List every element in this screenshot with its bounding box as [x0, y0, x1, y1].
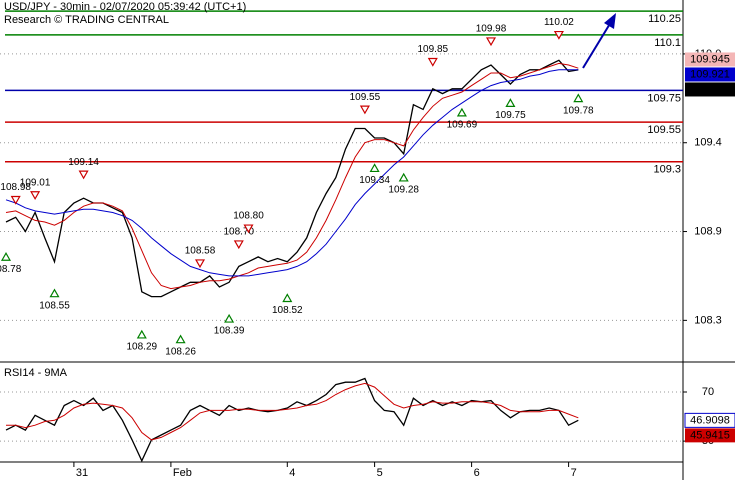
level-label: 110.25 — [648, 13, 681, 25]
pivot-label: 109.14 — [68, 157, 99, 168]
pivot-label: 108.52 — [272, 305, 303, 316]
pivot-label: 109.78 — [563, 105, 594, 116]
y-tick-label: 108.9 — [694, 225, 722, 237]
last-value-label: 109.906 — [690, 83, 730, 95]
y-tick-label: 70 — [702, 386, 714, 398]
pivot-high — [10, 195, 21, 205]
x-tick-label: 5 — [377, 467, 383, 479]
pivot-high — [243, 224, 254, 234]
pivot-label: 108.80 — [233, 211, 264, 222]
series-line — [5, 62, 579, 290]
level-label: 110.1 — [654, 37, 681, 49]
pivot-label: 109.85 — [418, 44, 449, 55]
pivot-label: 108.58 — [185, 246, 216, 257]
level-label: 109.3 — [653, 164, 681, 176]
pivot-label: 108.29 — [127, 342, 158, 353]
pivot-label: 108.55 — [39, 300, 70, 311]
series-line — [6, 382, 579, 441]
last-value-box — [685, 82, 735, 97]
pivot-high — [485, 37, 497, 47]
pivot-low — [136, 329, 147, 339]
forecast-arrow-head — [604, 13, 616, 29]
pivot-high — [233, 240, 244, 250]
pivot-label: 109.28 — [388, 185, 419, 196]
pivot-low — [224, 313, 235, 323]
pivot-label: 109.98 — [476, 24, 507, 35]
pivot-label: 109.01 — [20, 177, 51, 188]
x-tick-label: 6 — [474, 467, 480, 479]
x-tick-label: 4 — [289, 467, 295, 479]
pivot-high — [30, 191, 41, 200]
pivot-label: 109.75 — [495, 110, 526, 121]
chart-title: USD/JPY - 30min - 02/07/2020 05:39:42 (U… — [4, 1, 246, 13]
last-value-label: 109.945 — [690, 53, 730, 65]
last-value-box — [684, 412, 735, 428]
last-value-box — [685, 428, 735, 443]
last-value-label: 46.9098 — [690, 414, 730, 426]
pivot-low — [573, 93, 584, 103]
level-label: 109.55 — [647, 124, 681, 136]
last-value-box — [685, 52, 735, 67]
chart-subtitle: Research © TRADING CENTRAL — [4, 14, 169, 26]
pivot-label: 108.70 — [224, 227, 255, 238]
forecast-arrow — [582, 21, 612, 69]
level-label: 109.75 — [647, 92, 681, 104]
pivot-label: 108.78 — [0, 264, 22, 275]
pivot-label: 108.98 — [0, 182, 31, 193]
pivot-high — [427, 57, 438, 67]
x-tick-label: 31 — [76, 467, 88, 479]
x-tick-label: Feb — [173, 467, 192, 479]
y-tick-label: 109.4 — [694, 137, 722, 149]
pivot-high — [359, 105, 370, 115]
series-line — [5, 69, 579, 277]
pivot-label: 108.39 — [214, 326, 245, 337]
pivot-low — [0, 252, 12, 261]
pivot-low — [369, 163, 380, 173]
pivot-low — [175, 334, 186, 344]
pivot-label: 109.55 — [350, 92, 381, 103]
last-value-label: 109.921 — [690, 68, 730, 80]
pivot-high — [78, 170, 89, 180]
pivot-label: 109.69 — [447, 120, 478, 131]
pivot-low — [398, 172, 409, 182]
pivot-low — [505, 98, 516, 107]
pivot-low — [282, 293, 293, 303]
x-tick-label: 7 — [571, 467, 577, 479]
last-value-box — [685, 67, 735, 82]
pivot-label: 108.26 — [165, 346, 196, 357]
y-tick-label: 108.3 — [694, 314, 722, 326]
last-value-label: 45.9415 — [690, 429, 730, 441]
pivot-label: 109.34 — [359, 175, 390, 186]
pivot-low — [456, 107, 467, 117]
pivot-high — [553, 30, 564, 40]
plot-layer: 110.0109.4108.9108.3110.25110.1109.75109… — [0, 10, 735, 479]
pivot-low — [49, 288, 60, 298]
pivot-label: 110.02 — [544, 17, 574, 28]
pivot-high — [194, 259, 206, 269]
rsi-title: RSI14 - 9MA — [4, 367, 68, 379]
